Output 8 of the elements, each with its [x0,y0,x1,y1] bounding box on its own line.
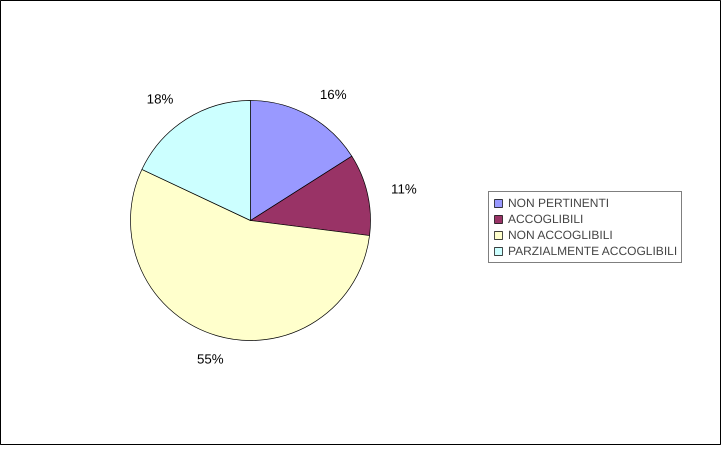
data-label: 16% [320,86,347,102]
legend-label: NON ACCOGLIBILI [508,228,613,242]
data-label: 11% [391,182,417,197]
legend-label: PARZIALMENTE ACCOGLIBILI [508,244,678,258]
legend-label: NON PERTINENTI [508,196,610,210]
data-label: 55% [196,351,224,366]
legend-label: ACCOGLIBILI [508,212,584,226]
data-label: 18% [146,91,174,106]
